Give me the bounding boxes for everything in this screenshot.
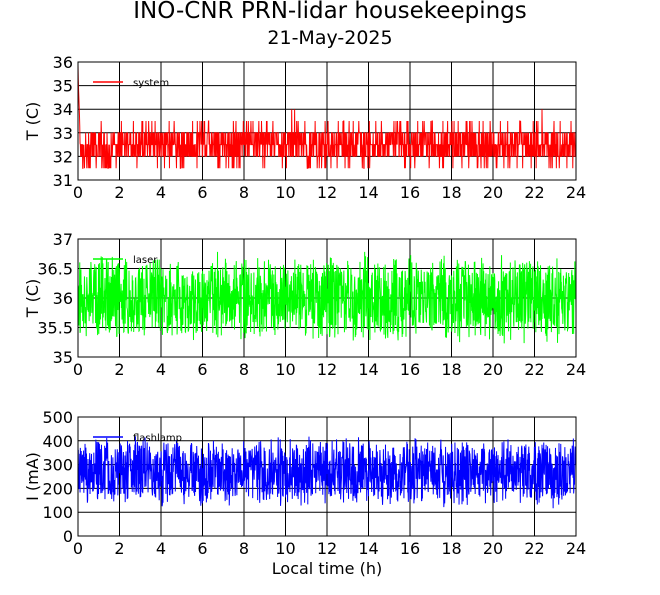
- y-tick-label: 300: [42, 456, 73, 475]
- x-tick-label: 6: [197, 360, 207, 379]
- legend-label-system: system: [133, 78, 169, 89]
- x-tick-label: 4: [156, 183, 166, 202]
- x-tick-label: 4: [156, 539, 166, 558]
- x-tick-label: 22: [524, 539, 544, 558]
- y-tick-label: 33: [53, 124, 73, 143]
- x-tick-label: 16: [400, 183, 420, 202]
- y-tick-label: 500: [42, 408, 73, 427]
- x-tick-label: 0: [73, 539, 83, 558]
- x-tick-label: 14: [358, 360, 378, 379]
- x-tick-label: 12: [317, 360, 337, 379]
- x-tick-label: 0: [73, 183, 83, 202]
- y-axis-label: T (C): [23, 102, 42, 142]
- y-tick-label: 400: [42, 432, 73, 451]
- y-tick-label: 37: [53, 230, 73, 249]
- x-tick-label: 24: [566, 539, 586, 558]
- x-tick-label: 4: [156, 360, 166, 379]
- y-axis-label: I (mA): [23, 452, 42, 501]
- x-tick-label: 6: [197, 183, 207, 202]
- x-tick-label: 20: [483, 360, 503, 379]
- x-tick-label: 18: [441, 360, 461, 379]
- x-tick-label: 16: [400, 539, 420, 558]
- y-tick-label: 36: [53, 289, 73, 308]
- plot-frame: [77, 61, 577, 181]
- y-tick-label: 31: [53, 171, 73, 190]
- x-tick-label: 22: [524, 183, 544, 202]
- y-axis-label: T (C): [23, 279, 42, 319]
- series-line-flashlamp: [77, 436, 577, 509]
- x-tick-label: 0: [73, 360, 83, 379]
- x-tick-label: 10: [275, 539, 295, 558]
- page-title: INO-CNR PRN-lidar housekeepings: [133, 0, 527, 24]
- x-tick-label: 20: [483, 183, 503, 202]
- legend-label-laser: laser: [133, 255, 158, 266]
- y-tick-label: 34: [53, 100, 73, 119]
- x-tick-label: 2: [114, 360, 124, 379]
- x-tick-label: 20: [483, 539, 503, 558]
- y-tick-label: 200: [42, 479, 73, 498]
- x-tick-label: 8: [239, 539, 249, 558]
- y-tick-label: 35.5: [37, 319, 73, 338]
- x-tick-label: 8: [239, 183, 249, 202]
- x-tick-label: 14: [358, 183, 378, 202]
- x-tick-label: 18: [441, 183, 461, 202]
- legend-label-flashlamp: flashlamp: [133, 433, 182, 444]
- x-tick-label: 24: [566, 360, 586, 379]
- y-tick-label: 32: [53, 147, 73, 166]
- x-tick-label: 16: [400, 360, 420, 379]
- x-axis-label: Local time (h): [272, 559, 382, 578]
- x-tick-label: 22: [524, 360, 544, 379]
- x-tick-label: 6: [197, 539, 207, 558]
- y-tick-label: 100: [42, 503, 73, 522]
- x-tick-label: 8: [239, 360, 249, 379]
- y-tick-label: 0: [63, 527, 73, 546]
- y-tick-label: 36.5: [37, 260, 73, 279]
- x-tick-label: 12: [317, 539, 337, 558]
- x-tick-label: 12: [317, 183, 337, 202]
- x-tick-label: 24: [566, 183, 586, 202]
- y-tick-label: 35: [53, 77, 73, 96]
- x-tick-label: 10: [275, 183, 295, 202]
- x-tick-label: 10: [275, 360, 295, 379]
- plot-frame: [77, 416, 577, 537]
- x-tick-label: 2: [114, 539, 124, 558]
- y-tick-label: 36: [53, 53, 73, 72]
- series-line-system: [77, 64, 577, 169]
- page-subtitle: 21-May-2025: [267, 27, 393, 49]
- series-line-laser: [77, 251, 577, 344]
- x-tick-label: 14: [358, 539, 378, 558]
- x-tick-label: 18: [441, 539, 461, 558]
- plot-frame: [77, 238, 577, 358]
- x-tick-label: 2: [114, 183, 124, 202]
- y-tick-label: 35: [53, 348, 73, 367]
